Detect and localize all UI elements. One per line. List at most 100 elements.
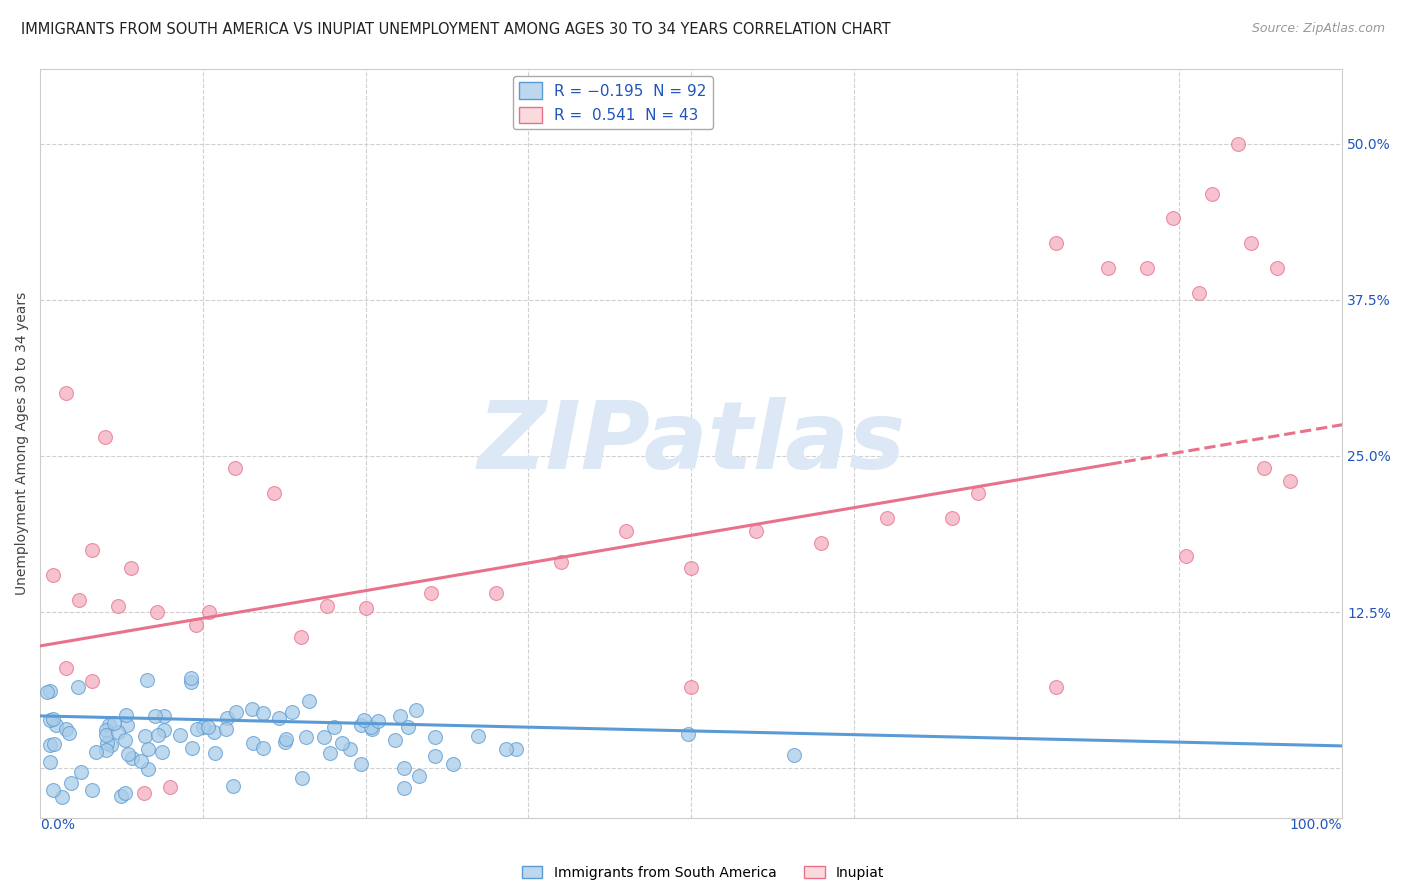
Point — [353, 713, 375, 727]
Point — [1161, 211, 1184, 226]
Point — [82, 673, 104, 688]
Point — [146, 605, 169, 619]
Point — [263, 486, 285, 500]
Point — [110, 789, 132, 803]
Point — [37, 685, 59, 699]
Point — [136, 762, 159, 776]
Point — [350, 757, 373, 772]
Point — [745, 524, 768, 538]
Point — [159, 780, 181, 794]
Point — [392, 780, 415, 795]
Point — [114, 732, 136, 747]
Point — [782, 748, 804, 763]
Point — [392, 761, 415, 775]
Point — [295, 731, 318, 745]
Point — [180, 671, 202, 685]
Point — [312, 731, 335, 745]
Point — [1097, 261, 1119, 276]
Point — [396, 720, 419, 734]
Point — [810, 536, 832, 550]
Point — [107, 599, 129, 613]
Point — [367, 714, 389, 728]
Text: Source: ZipAtlas.com: Source: ZipAtlas.com — [1251, 22, 1385, 36]
Point — [55, 661, 77, 675]
Point — [44, 737, 66, 751]
Point — [136, 742, 159, 756]
Point — [1240, 236, 1263, 251]
Point — [94, 742, 117, 756]
Point — [97, 718, 120, 732]
Point — [117, 718, 139, 732]
Point — [96, 728, 118, 742]
Point — [94, 723, 117, 737]
Point — [614, 524, 637, 538]
Point — [45, 718, 67, 732]
Point — [117, 747, 139, 761]
Point — [240, 702, 263, 716]
Point — [389, 708, 412, 723]
Point — [215, 722, 238, 736]
Point — [319, 747, 342, 761]
Point — [103, 716, 125, 731]
Point — [204, 746, 226, 760]
Point — [55, 722, 77, 736]
Point — [134, 786, 156, 800]
Point — [252, 706, 274, 721]
Point — [82, 542, 104, 557]
Point — [267, 711, 290, 725]
Point — [242, 736, 264, 750]
Point — [550, 555, 572, 569]
Point — [441, 756, 464, 771]
Point — [59, 776, 82, 790]
Text: IMMIGRANTS FROM SOUTH AMERICA VS INUPIAT UNEMPLOYMENT AMONG AGES 30 TO 34 YEARS : IMMIGRANTS FROM SOUTH AMERICA VS INUPIAT… — [21, 22, 891, 37]
Point — [180, 675, 202, 690]
Point — [276, 731, 298, 746]
Point — [315, 599, 337, 613]
Point — [1253, 461, 1275, 475]
Point — [339, 742, 361, 756]
Point — [55, 386, 77, 401]
Point — [80, 783, 103, 797]
Point — [153, 708, 176, 723]
Point — [66, 680, 89, 694]
Point — [322, 720, 344, 734]
Point — [42, 567, 65, 582]
Point — [134, 729, 156, 743]
Point — [115, 707, 138, 722]
Point — [876, 511, 898, 525]
Point — [1265, 261, 1288, 276]
Point — [146, 728, 169, 742]
Point — [495, 742, 517, 756]
Point — [966, 486, 988, 500]
Point — [84, 745, 107, 759]
Point — [202, 725, 225, 739]
Point — [281, 705, 304, 719]
Point — [58, 726, 80, 740]
Point — [215, 711, 238, 725]
Point — [225, 705, 247, 719]
Text: 100.0%: 100.0% — [1289, 818, 1343, 832]
Point — [1227, 136, 1250, 151]
Point — [51, 790, 73, 805]
Point — [121, 750, 143, 764]
Point — [129, 754, 152, 768]
Point — [298, 694, 321, 708]
Point — [70, 764, 93, 779]
Point — [1279, 474, 1302, 488]
Point — [676, 727, 699, 741]
Point — [181, 741, 204, 756]
Point — [419, 586, 441, 600]
Point — [354, 601, 377, 615]
Point — [169, 728, 191, 742]
Point — [274, 735, 297, 749]
Text: ZIPatlas: ZIPatlas — [477, 398, 905, 490]
Point — [135, 673, 157, 687]
Point — [1175, 549, 1198, 563]
Point — [96, 736, 118, 750]
Point — [1045, 680, 1067, 694]
Point — [485, 586, 508, 600]
Point — [38, 684, 60, 698]
Legend: Immigrants from South America, Inupiat: Immigrants from South America, Inupiat — [516, 860, 890, 885]
Point — [290, 630, 312, 644]
Point — [198, 605, 221, 619]
